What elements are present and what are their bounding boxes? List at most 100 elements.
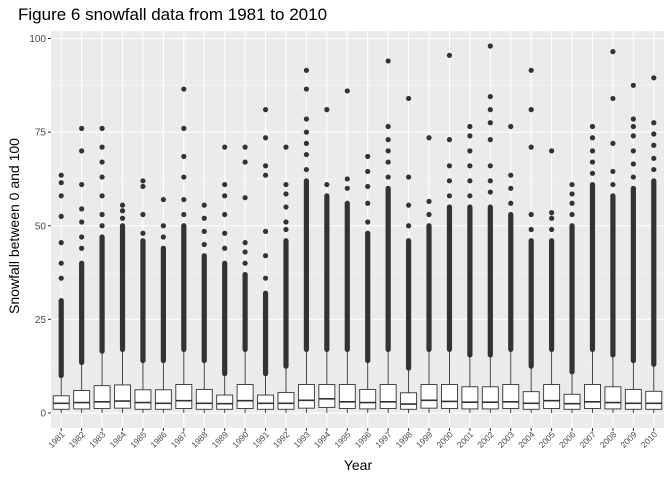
outlier-point bbox=[242, 159, 248, 165]
outlier-point bbox=[303, 86, 310, 92]
box-iqr bbox=[543, 384, 561, 409]
outlier-point bbox=[99, 174, 105, 180]
box-2002 bbox=[481, 43, 499, 414]
outlier-point bbox=[58, 240, 64, 246]
outlier-point bbox=[446, 193, 453, 199]
box-marks bbox=[52, 43, 663, 414]
outlier-point bbox=[242, 195, 248, 201]
outlier-point bbox=[99, 144, 105, 150]
box-1994 bbox=[318, 107, 336, 414]
outlier-point bbox=[651, 142, 657, 148]
outlier-point bbox=[528, 211, 534, 218]
box-iqr bbox=[73, 390, 91, 410]
box-iqr bbox=[420, 384, 438, 409]
box-1999 bbox=[420, 135, 438, 414]
outlier-point bbox=[549, 215, 555, 221]
box-iqr bbox=[379, 384, 397, 409]
outlier-point bbox=[528, 67, 534, 73]
outlier-point bbox=[385, 159, 391, 165]
box-iqr bbox=[93, 385, 111, 409]
outlier-point bbox=[630, 174, 636, 180]
outlier-point bbox=[262, 253, 269, 259]
outlier-point bbox=[385, 58, 391, 64]
box-1982 bbox=[73, 125, 91, 414]
box-1989 bbox=[216, 144, 234, 414]
outlier-point bbox=[79, 245, 85, 251]
box-1986 bbox=[154, 196, 172, 414]
outlier-point bbox=[242, 260, 248, 266]
box-1991 bbox=[257, 107, 274, 414]
box-iqr bbox=[114, 384, 131, 409]
outlier-point bbox=[630, 116, 636, 122]
box-1990 bbox=[236, 144, 254, 414]
outlier-point bbox=[365, 183, 371, 190]
outlier-point bbox=[303, 67, 310, 73]
x-axis-title: Year bbox=[344, 457, 373, 473]
outlier-point bbox=[426, 135, 432, 141]
outlier-point bbox=[446, 52, 453, 58]
outlier-point bbox=[589, 123, 596, 130]
outlier-point bbox=[283, 191, 289, 197]
outlier-point bbox=[487, 137, 493, 143]
outlier-point bbox=[651, 166, 657, 173]
outlier-point bbox=[283, 219, 289, 225]
outlier-point bbox=[467, 123, 473, 130]
outlier-point bbox=[58, 275, 64, 281]
box-1987 bbox=[175, 86, 193, 414]
outlier-point bbox=[487, 93, 493, 100]
outlier-point bbox=[222, 181, 228, 188]
outlier-point bbox=[589, 170, 596, 176]
outlier-point bbox=[303, 116, 310, 122]
box-iqr bbox=[604, 386, 622, 410]
outlier-point bbox=[140, 183, 146, 190]
outlier-point bbox=[569, 181, 575, 188]
box-2001 bbox=[461, 123, 479, 414]
box-iqr bbox=[481, 386, 499, 410]
y-tick-label: 25 bbox=[35, 315, 47, 326]
y-tick-label: 75 bbox=[35, 128, 47, 139]
chart-title: Figure 6 snowfall data from 1981 to 2010 bbox=[18, 5, 327, 24]
box-iqr bbox=[584, 384, 601, 409]
y-tick-label: 50 bbox=[35, 221, 47, 232]
box-1996 bbox=[359, 153, 377, 414]
outlier-point bbox=[262, 163, 269, 169]
outlier-point bbox=[651, 120, 657, 126]
box-iqr bbox=[195, 388, 213, 410]
outlier-point bbox=[201, 215, 207, 221]
box-2003 bbox=[502, 123, 520, 414]
outlier-point bbox=[528, 226, 534, 233]
box-1993 bbox=[297, 67, 315, 414]
outlier-point bbox=[365, 200, 371, 206]
box-1985 bbox=[134, 178, 152, 414]
outlier-point bbox=[201, 241, 207, 248]
outlier-point bbox=[58, 213, 64, 219]
outlier-point bbox=[630, 148, 636, 154]
outlier-point bbox=[58, 193, 64, 199]
outlier-point bbox=[201, 228, 207, 234]
outlier-point bbox=[528, 107, 534, 113]
outlier-point bbox=[446, 137, 453, 143]
outlier-point bbox=[344, 88, 350, 94]
box-iqr bbox=[359, 388, 377, 410]
y-tick-label: 0 bbox=[40, 409, 46, 420]
outlier-point bbox=[58, 260, 64, 266]
box-iqr bbox=[645, 390, 663, 410]
outlier-point bbox=[651, 155, 657, 161]
box-iqr bbox=[338, 384, 356, 409]
outlier-point bbox=[528, 144, 534, 150]
outlier-point bbox=[487, 120, 493, 126]
outlier-point bbox=[508, 123, 514, 130]
outlier-point bbox=[487, 189, 493, 195]
outlier-point bbox=[446, 163, 453, 169]
outlier-point bbox=[405, 95, 412, 102]
box-iqr bbox=[441, 384, 458, 409]
outlier-point bbox=[160, 196, 166, 203]
outlier-point bbox=[651, 131, 657, 137]
outlier-point bbox=[283, 144, 289, 150]
outlier-point bbox=[303, 140, 310, 146]
box-1984 bbox=[114, 202, 131, 414]
outlier-point bbox=[262, 107, 269, 113]
outlier-point bbox=[99, 159, 105, 165]
outlier-point bbox=[242, 240, 248, 246]
box-1983 bbox=[93, 125, 111, 414]
